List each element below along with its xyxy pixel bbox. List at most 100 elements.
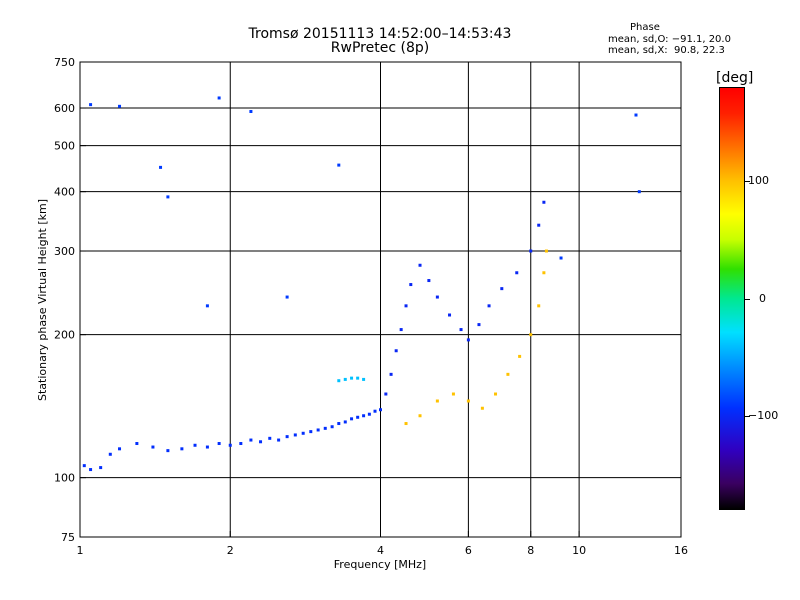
echo-point [350,376,354,380]
x-tick-label: 4 [377,544,384,557]
echo-point [159,165,163,169]
x-axis-label: Frequency [MHz] [334,558,426,571]
x-tick-label: 16 [674,544,688,557]
y-tick-label: 200 [54,329,75,342]
colorbar-tick-label: −100 [748,409,779,422]
echo-point [529,333,533,337]
phase-colorbar [719,87,745,510]
echo-point [435,295,439,299]
echo-point [389,372,393,376]
echo-point [515,271,519,275]
echo-point [82,464,86,468]
x-tick-label: 8 [527,544,534,557]
echo-point [337,379,341,383]
echo-point [205,304,209,308]
grid-lines [80,62,681,537]
echo-point [285,435,289,439]
echo-point [559,256,563,260]
echo-point [135,442,139,446]
echo-point [404,422,408,426]
echo-point [500,287,504,291]
echo-point [506,372,510,376]
echo-point [217,96,221,100]
echo-point [337,422,341,426]
echo-point [384,392,388,396]
echo-point [373,409,377,413]
phase-box-title: Phase [630,22,660,33]
echo-point [542,200,546,204]
x-tick-label: 10 [572,544,586,557]
echo-point [427,279,431,283]
echo-point [362,414,366,418]
echo-point [259,440,263,444]
echo-point [193,443,197,447]
echo-point [404,304,408,308]
echo-point [480,406,484,410]
phase-o-stats: mean, sd,O: −91.1, 20.0 [608,34,731,45]
chart-title-line2: RwPretec (8p) [330,40,430,56]
colorbar-tick-label: 100 [748,174,769,187]
echo-point [205,445,209,449]
echo-point [301,431,305,435]
echo-point [356,415,360,419]
colorbar-tick [744,181,750,182]
echo-point [542,271,546,275]
echo-point [379,408,382,412]
echo-point [99,466,103,470]
echo-point [285,295,289,299]
echo-point [323,426,327,430]
echo-point [330,425,334,429]
x-axis-ticks: 1 2 4 6 8 10 16 [77,531,688,557]
echo-point [435,399,439,403]
x-tick-label: 1 [77,544,84,557]
echo-point [466,399,470,403]
echo-point [494,392,498,396]
echo-point [518,354,522,358]
echo-point [459,328,463,332]
echo-point [448,313,452,317]
y-axis-label: Stationary phase Virtual Height [km] [36,199,49,401]
y-tick-label: 500 [54,140,75,153]
echo-point [293,433,297,437]
echo-point [166,449,170,453]
echo-points [82,96,641,472]
echo-point [362,377,366,381]
echo-point [166,195,170,199]
colorbar-tick [744,416,750,417]
echo-point [418,414,422,418]
colorbar-tick [744,298,750,300]
echo-point [337,163,341,167]
echo-point [89,103,93,107]
echo-point [217,442,221,446]
echo-point [394,349,398,353]
echo-point [249,109,253,113]
echo-point [634,113,638,117]
echo-point [350,417,354,421]
echo-point [180,447,184,451]
x-tick-label: 6 [465,544,472,557]
y-tick-label: 400 [54,186,75,199]
y-tick-label: 750 [54,56,75,69]
y-tick-label: 600 [54,102,75,115]
echo-point [537,223,541,227]
x-tick-label: 2 [227,544,234,557]
echo-point [409,283,413,287]
colorbar-unit: [deg] [716,70,754,86]
chart-title-line1: Tromsø 20151113 14:52:00–14:53:43 [248,26,512,42]
echo-point [343,377,347,381]
echo-point [151,445,155,449]
echo-point [268,436,272,440]
echo-point [477,323,481,327]
phase-x-stats: mean, sd,X: 90.8, 22.3 [608,45,725,56]
echo-point [118,104,122,108]
echo-point [418,263,422,267]
echo-point [277,438,281,442]
y-tick-label: 300 [54,245,75,258]
colorbar-tick-label: 0 [759,291,766,305]
echo-point [487,304,491,308]
echo-point [343,420,347,424]
echo-point [544,249,548,253]
echo-point [537,304,541,308]
echo-point [356,376,360,380]
